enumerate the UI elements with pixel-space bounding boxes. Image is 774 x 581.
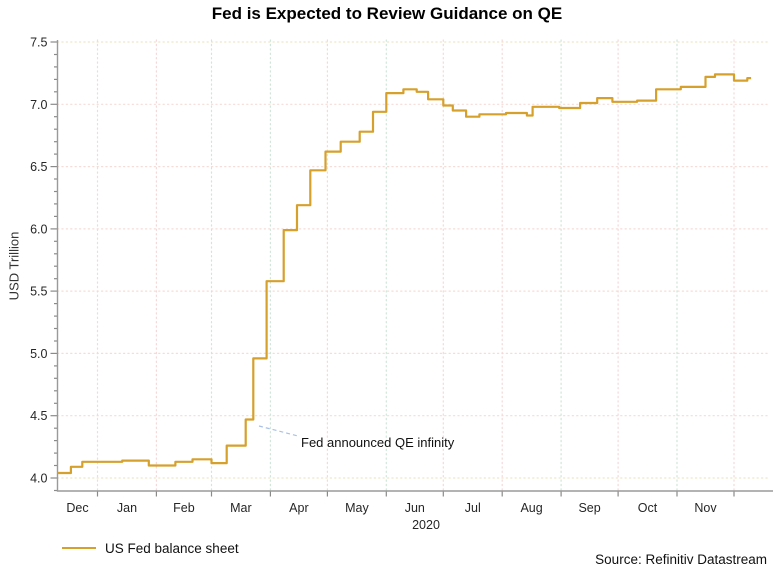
svg-text:Jun: Jun bbox=[405, 501, 425, 515]
svg-text:2020: 2020 bbox=[412, 518, 440, 532]
svg-text:May: May bbox=[345, 501, 369, 515]
svg-text:5.5: 5.5 bbox=[30, 285, 47, 299]
annotation: Fed announced QE infinity bbox=[258, 425, 455, 450]
svg-text:Dec: Dec bbox=[66, 501, 88, 515]
svg-text:Sep: Sep bbox=[578, 501, 600, 515]
svg-text:7.0: 7.0 bbox=[30, 98, 47, 112]
source-text: Source: Refinitiv Datastream bbox=[595, 552, 767, 567]
svg-text:4.0: 4.0 bbox=[30, 472, 47, 486]
svg-text:4.5: 4.5 bbox=[30, 409, 47, 423]
svg-text:Mar: Mar bbox=[230, 501, 252, 515]
annotation-leader-line bbox=[258, 425, 299, 437]
svg-text:Feb: Feb bbox=[173, 501, 195, 515]
svg-text:Aug: Aug bbox=[520, 501, 542, 515]
series-line bbox=[57, 73, 752, 475]
svg-text:Apr: Apr bbox=[289, 501, 308, 515]
axes bbox=[50, 40, 773, 497]
axis-tick-labels: Dec Jan Feb Mar Apr May Jun Jul Aug Sep Oct Nov 2020… bbox=[30, 36, 717, 532]
legend-line-swatch-icon bbox=[62, 547, 96, 549]
svg-text:Jul: Jul bbox=[465, 501, 481, 515]
svg-text:Jan: Jan bbox=[117, 501, 137, 515]
svg-text:6.0: 6.0 bbox=[30, 222, 47, 236]
gridlines bbox=[56, 39, 771, 492]
page-title: Fed is Expected to Review Guidance on QE bbox=[211, 4, 563, 23]
svg-text:6.5: 6.5 bbox=[30, 160, 47, 174]
svg-text:Oct: Oct bbox=[638, 501, 658, 515]
svg-text:7.5: 7.5 bbox=[30, 36, 47, 50]
svg-text:Nov: Nov bbox=[694, 501, 717, 515]
annotation-label: Fed announced QE infinity bbox=[301, 435, 455, 450]
legend-label: US Fed balance sheet bbox=[105, 540, 239, 556]
legend: US Fed balance sheet bbox=[62, 540, 239, 556]
svg-text:5.0: 5.0 bbox=[30, 347, 47, 361]
